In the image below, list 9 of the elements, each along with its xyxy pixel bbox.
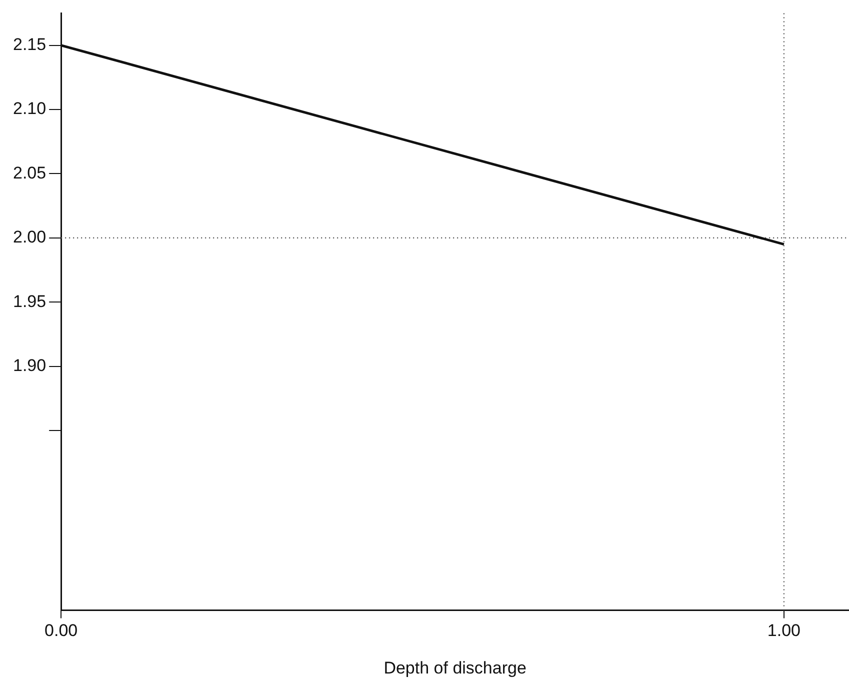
y-tick-label: 2.10 xyxy=(12,99,46,118)
x-axis-title: Depth of discharge xyxy=(384,658,526,678)
x-tick-label: 1.00 xyxy=(767,621,800,640)
x-tick-label: 0.00 xyxy=(44,621,78,640)
y-tick-label: 1.95 xyxy=(12,292,46,311)
y-tick-label: 2.15 xyxy=(12,34,46,54)
y-tick-label: 1.90 xyxy=(12,356,46,375)
y-tick-label: 2.00 xyxy=(12,228,46,247)
y-tick-label: 2.05 xyxy=(12,163,46,182)
